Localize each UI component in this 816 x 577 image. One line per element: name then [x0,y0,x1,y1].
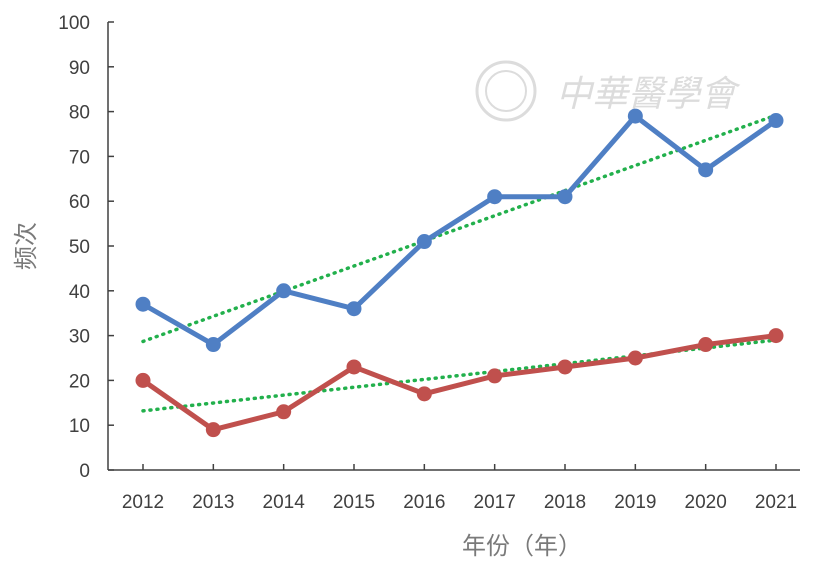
series-2-point [768,328,784,344]
y-tick-label: 20 [69,371,90,392]
series-1-point [557,189,573,205]
y-tick-label: 90 [69,58,90,79]
x-tick-label: 2014 [263,492,306,513]
series-1-point [135,296,151,312]
x-tick-label: 2020 [685,492,727,513]
trendline-1 [141,113,778,344]
series-2-line [141,333,777,433]
series-2-point [487,368,503,384]
y-tick-label: 100 [58,13,90,34]
series-2-point [627,350,643,366]
x-tick-label: 2016 [403,492,445,513]
x-tick-label: 2012 [122,492,164,513]
x-tick-label: 2015 [333,492,375,513]
series-1-point [698,162,714,178]
watermark-seal-inner-icon [485,70,527,112]
y-tick-label: 30 [69,327,90,348]
watermark: 中華醫學會 [475,60,741,122]
series-1-point [276,283,292,299]
series-1-point [205,337,221,353]
y-tick-label: 60 [69,192,90,213]
x-tick-label: 2017 [474,492,516,513]
x-tick-label: 2019 [614,492,656,513]
x-tick-labels: 2012 2013 2014 2015 2016 2017 2018 2019 2020 2021 [122,492,797,513]
y-tick-label: 80 [69,103,90,124]
axes [107,21,800,471]
series-2-point [135,372,151,388]
y-tick-label: 0 [79,461,90,482]
x-tick-label: 2021 [755,492,797,513]
y-tick-labels: 0 10 20 30 40 50 60 70 80 90 100 [58,13,90,482]
x-tick-label: 2018 [544,492,586,513]
trendlines [141,113,778,413]
x-axis-title: 年份（年） [462,532,582,560]
series-2-point [346,359,362,375]
y-axis-title: 频次 [12,222,40,270]
series-1-point [487,189,503,205]
y-tick-label: 10 [69,416,90,437]
y-tick-label: 40 [69,282,90,303]
watermark-seal-outer-icon [475,60,537,122]
series-1-point [416,234,432,250]
series-group [135,108,784,438]
series-2-point [698,337,714,353]
series-1-point [627,108,643,124]
watermark-text: 中華醫學會 [556,74,741,115]
series-2-point [205,422,221,438]
series-1-line [141,113,778,348]
series-2-point [276,404,292,420]
series-2-point [416,386,432,402]
series-1-point [768,113,784,129]
y-tick-label: 50 [69,237,90,258]
x-tick-label: 2013 [192,492,234,513]
y-tick-label: 70 [69,147,90,168]
series-2-point [557,359,573,375]
series-1-point [346,301,362,317]
